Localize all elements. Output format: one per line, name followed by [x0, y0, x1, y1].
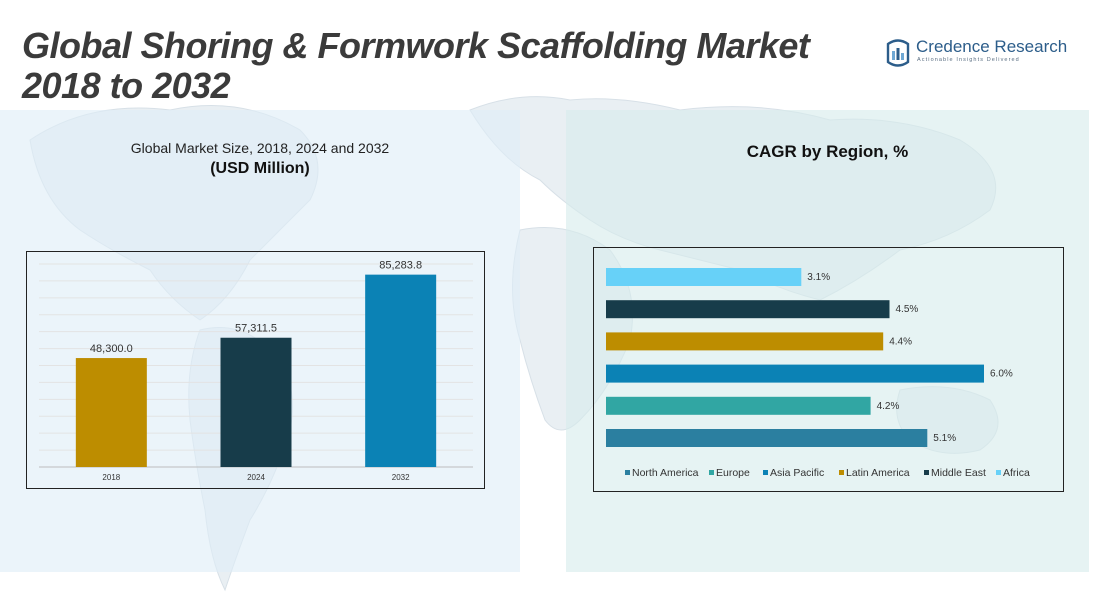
data-label-north-america: 5.1%	[933, 433, 956, 444]
x-tick-label-2024: 2024	[247, 473, 265, 482]
market-size-chart-unit: (USD Million)	[210, 160, 310, 177]
bar-north-america	[606, 429, 928, 447]
logo-mark-icon	[886, 39, 910, 67]
bar-europe	[606, 396, 871, 415]
brand-logo: Credence Research Actionable Insights De…	[884, 36, 1084, 70]
cagr-horizontal-bar-chart: 3.1% 4.5% 4.4% 6.0% 4.2% 5.1% North America Eur…	[606, 268, 1030, 479]
bar-asia-pacific	[606, 364, 984, 383]
legend-swatch-africa	[996, 470, 1001, 475]
cagr-chart-frame: 3.1% 4.5% 4.4% 6.0% 4.2% 5.1% North America Eur…	[593, 247, 1064, 492]
legend-swatch-north-america	[625, 470, 630, 475]
bar-middle-east	[606, 300, 890, 319]
legend-label-africa: Africa	[1003, 467, 1030, 479]
data-label-asia-pacific: 6.0%	[990, 369, 1013, 380]
x-tick-label-2018: 2018	[102, 473, 120, 482]
legend-label-latin-america: Latin America	[846, 467, 910, 479]
bar-2032	[365, 274, 437, 467]
data-label-2018: 48,300.0	[90, 343, 133, 355]
logo-name: Credence Research	[916, 37, 1068, 56]
bar-latin-america	[606, 332, 884, 351]
x-tick-label-2032: 2032	[392, 473, 410, 482]
legend-label-north-america: North America	[632, 467, 699, 479]
legend-swatch-asia-pacific	[763, 470, 768, 475]
legend-swatch-latin-america	[839, 470, 844, 475]
cagr-chart-title: CAGR by Region, %	[746, 142, 909, 161]
legend-label-asia-pacific: Asia Pacific	[770, 467, 824, 479]
bar-2018	[75, 358, 147, 467]
page-title: Global Shoring & Formwork Scaffolding Ma…	[22, 26, 862, 106]
data-label-middle-east: 4.5%	[896, 304, 919, 315]
legend-label-middle-east: Middle East	[931, 467, 986, 479]
data-label-latin-america: 4.4%	[889, 336, 912, 347]
legend-swatch-middle-east	[924, 470, 929, 475]
data-label-2032: 85,283.8	[379, 260, 422, 272]
bar-africa	[606, 268, 802, 286]
data-label-africa: 3.1%	[807, 272, 830, 283]
market-size-chart-subtitle: Global Market Size, 2018, 2024 and 2032	[130, 140, 390, 156]
data-label-europe: 4.2%	[877, 401, 900, 412]
market-size-chart-frame: 48,300.0 2018 57,311.5 2024 85,283.8 2032	[26, 251, 485, 489]
legend-swatch-europe	[709, 470, 714, 475]
bar-2024	[220, 337, 292, 467]
cagr-legend: North America Europe Asia Pacific Latin Ame…	[625, 467, 1030, 479]
logo-tagline: Actionable Insights Delivered	[917, 57, 1020, 63]
data-label-2024: 57,311.5	[235, 323, 277, 335]
title-line-2: 2018 to 2032	[22, 65, 231, 106]
title-line-1: Global Shoring & Formwork Scaffolding Ma…	[22, 25, 810, 66]
legend-label-europe: Europe	[716, 467, 750, 479]
market-size-bar-chart: 48,300.0 2018 57,311.5 2024 85,283.8 2032	[39, 260, 473, 482]
